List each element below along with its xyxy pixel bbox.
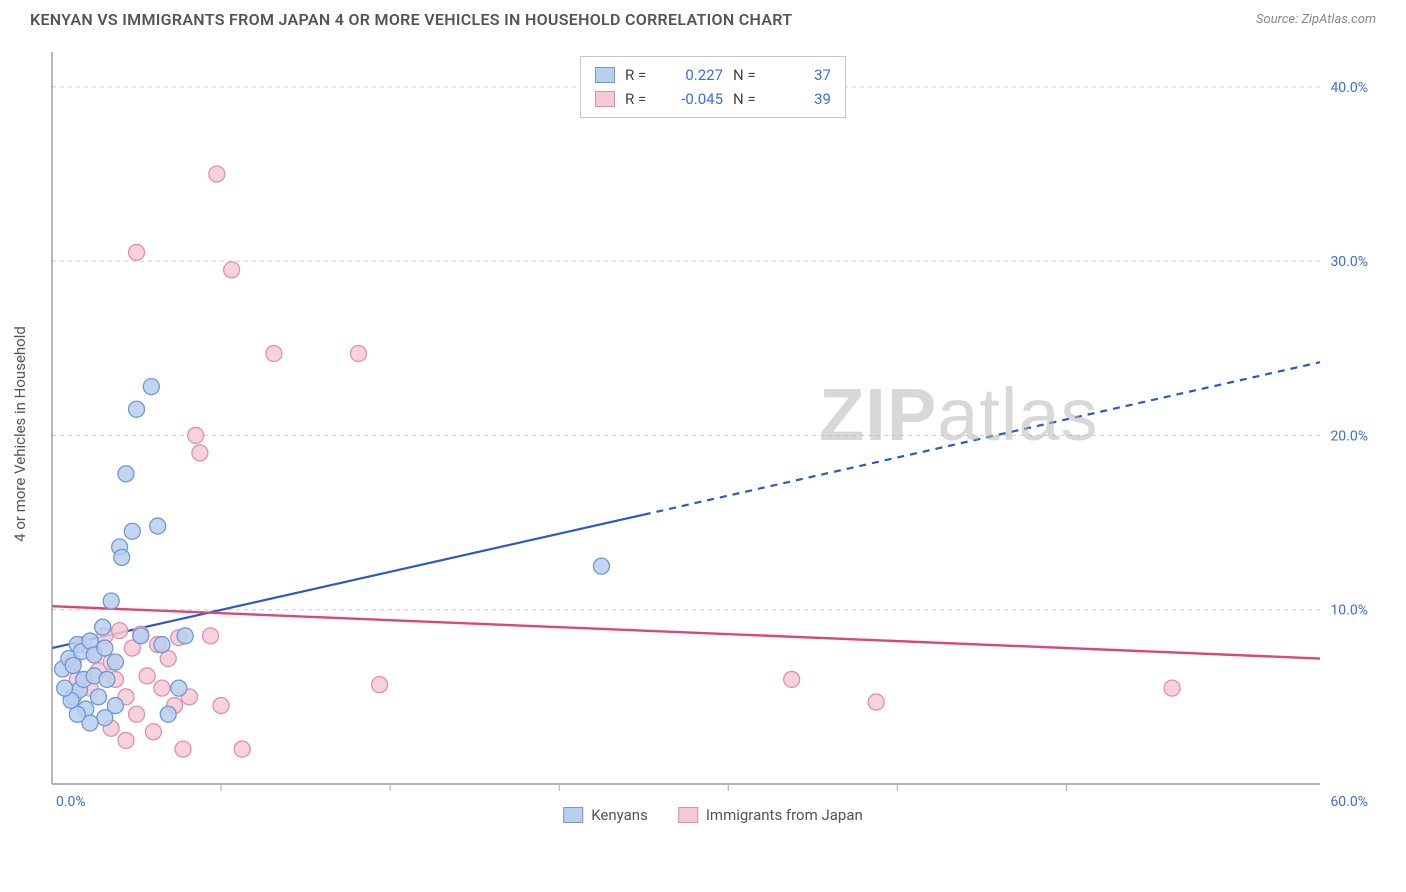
legend-item-japan: Immigrants from Japan [678,806,863,824]
y-axis-label: 4 or more Vehicles in Household [11,326,29,542]
legend-swatch-japan [595,91,615,107]
scatter-plot-svg: 10.0% 20.0% 30.0% 40.0% 0.0% 60.0% [50,44,1376,824]
chart-container: 4 or more Vehicles in Household 10.0%20.… [50,44,1376,824]
legend-swatch-kenyans-icon [563,807,583,823]
legend-swatch-japan-icon [678,807,698,823]
svg-text:60.0%: 60.0% [1330,794,1368,810]
legend-row-kenyans: R = 0.227 N = 37 [595,63,831,87]
svg-text:40.0%: 40.0% [1330,80,1368,96]
legend-row-japan: R = -0.045 N = 39 [595,87,831,111]
svg-text:10.0%: 10.0% [1330,603,1368,619]
legend-correlation: R = 0.227 N = 37 R = -0.045 N = 39 [580,56,846,118]
svg-text:30.0%: 30.0% [1330,254,1368,270]
page-title: KENYAN VS IMMIGRANTS FROM JAPAN 4 OR MOR… [30,10,792,29]
chart-header: KENYAN VS IMMIGRANTS FROM JAPAN 4 OR MOR… [0,0,1406,37]
svg-text:20.0%: 20.0% [1330,428,1368,444]
legend-swatch-kenyans [595,67,615,83]
source-attribution: Source: ZipAtlas.com [1256,12,1376,27]
legend-item-kenyans: Kenyans [563,806,648,824]
legend-series: Kenyans Immigrants from Japan [563,806,863,824]
svg-text:0.0%: 0.0% [56,794,86,810]
